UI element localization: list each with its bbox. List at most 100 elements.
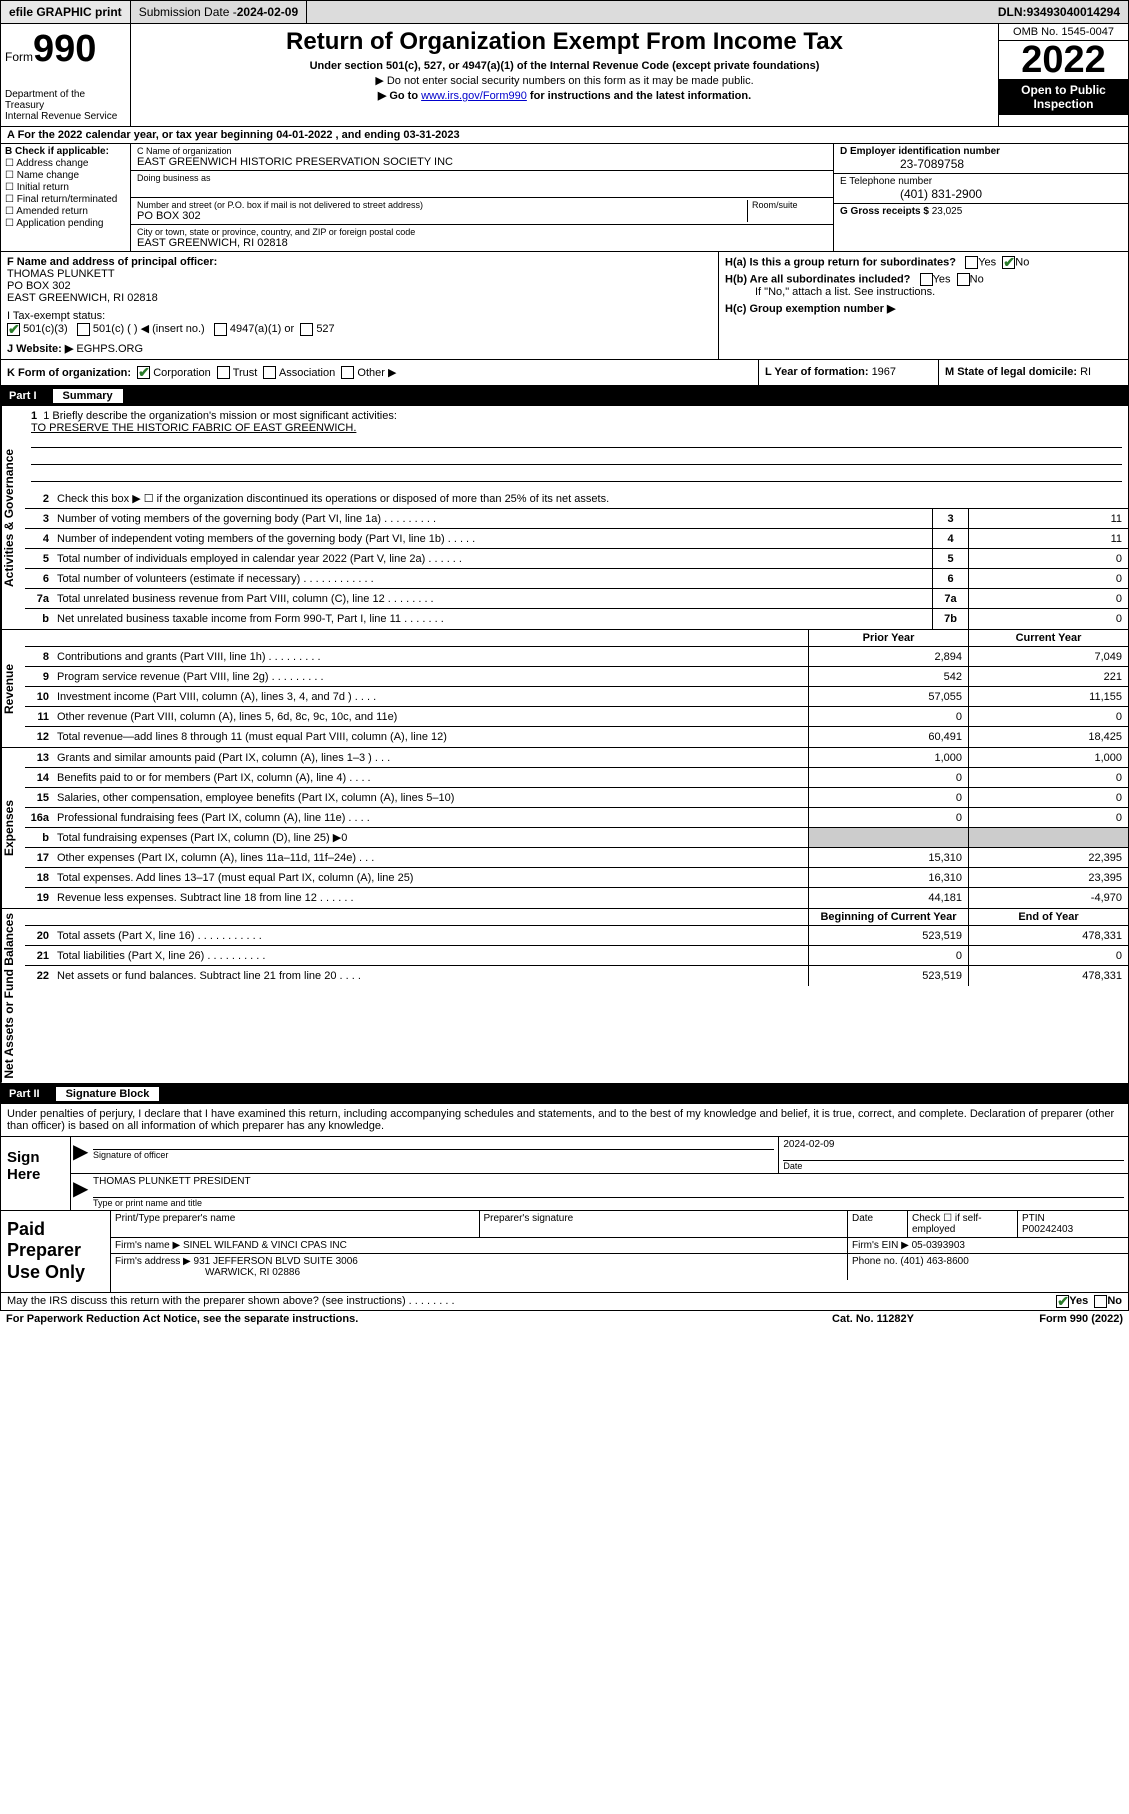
chk-final-return[interactable]: ☐ Final return/terminated: [5, 194, 126, 205]
form-title: Return of Organization Exempt From Incom…: [135, 28, 994, 56]
val-20c: 478,331: [968, 926, 1128, 945]
chk-assoc[interactable]: [263, 366, 276, 379]
row-20: Total assets (Part X, line 16) . . . . .…: [53, 928, 808, 944]
row-16b: Total fundraising expenses (Part IX, col…: [53, 829, 808, 846]
chk-501c[interactable]: [77, 323, 90, 336]
year-header: Prior Year Current Year: [25, 630, 1128, 647]
row-4: Number of independent voting members of …: [53, 531, 932, 547]
chk-trust[interactable]: [217, 366, 230, 379]
chk-ha-yes[interactable]: [965, 256, 978, 269]
chk-other[interactable]: [341, 366, 354, 379]
firm-addr1: 931 JEFFERSON BLVD SUITE 3006: [194, 1256, 358, 1267]
val-17p: 15,310: [808, 848, 968, 867]
city-label: City or town, state or province, country…: [137, 227, 827, 237]
sig-officer-label: Signature of officer: [93, 1149, 774, 1160]
dept-treasury: Department of the Treasury: [5, 89, 126, 111]
val-20p: 523,519: [808, 926, 968, 945]
org-name-label: C Name of organization: [137, 146, 827, 156]
row-8: Contributions and grants (Part VIII, lin…: [53, 649, 808, 665]
cat-no: Cat. No. 11282Y: [773, 1313, 973, 1325]
form-subtitle-1: Under section 501(c), 527, or 4947(a)(1)…: [135, 60, 994, 72]
form-footer: Form 990 (2022): [973, 1313, 1123, 1325]
val-18c: 23,395: [968, 868, 1128, 887]
row-15: Salaries, other compensation, employee b…: [53, 790, 808, 806]
irs-link[interactable]: www.irs.gov/Form990: [421, 90, 527, 102]
ein-value: 23-7089758: [840, 157, 1122, 171]
firm-addr2: WARWICK, RI 02886: [205, 1267, 300, 1278]
val-19p: 44,181: [808, 888, 968, 908]
website-label: J Website: ▶: [7, 343, 76, 355]
k-label: K Form of organization:: [7, 367, 131, 379]
val-7a: 0: [968, 589, 1128, 608]
side-governance: Activities & Governance: [1, 406, 25, 629]
prep-h2: Preparer's signature: [480, 1211, 849, 1237]
hc-label: H(c) Group exemption number ▶: [725, 303, 895, 315]
dba-label: Doing business as: [137, 173, 827, 183]
sign-arrow-icon: ▶: [71, 1137, 89, 1173]
val-21p: 0: [808, 946, 968, 965]
chk-corp[interactable]: [137, 366, 150, 379]
org-name: EAST GREENWICH HISTORIC PRESERVATION SOC…: [137, 156, 827, 168]
val-11c: 0: [968, 707, 1128, 726]
chk-discuss-no[interactable]: [1094, 1295, 1107, 1308]
col-b-header: B Check if applicable:: [5, 146, 109, 157]
chk-initial-return[interactable]: ☐ Initial return: [5, 182, 126, 193]
val-8p: 2,894: [808, 647, 968, 666]
side-net-assets: Net Assets or Fund Balances: [1, 909, 25, 1083]
val-21c: 0: [968, 946, 1128, 965]
m-value: RI: [1080, 366, 1091, 378]
chk-name-change[interactable]: ☐ Name change: [5, 170, 126, 181]
chk-527[interactable]: [300, 323, 313, 336]
hb-label: H(b) Are all subordinates included?: [725, 273, 910, 285]
row-11: Other revenue (Part VIII, column (A), li…: [53, 709, 808, 725]
chk-501c3[interactable]: [7, 323, 20, 336]
firm-label: Firm's name ▶: [115, 1240, 183, 1251]
val-15c: 0: [968, 788, 1128, 807]
row-13: Grants and similar amounts paid (Part IX…: [53, 750, 808, 766]
row-7a: Total unrelated business revenue from Pa…: [53, 591, 932, 607]
chk-amended-return[interactable]: ☐ Amended return: [5, 206, 126, 217]
form-subtitle-3: ▶ Go to www.irs.gov/Form990 for instruct…: [135, 89, 994, 102]
efile-print-button[interactable]: efile GRAPHIC print: [1, 1, 131, 23]
address-label: Number and street (or P.O. box if mail i…: [137, 200, 747, 210]
paid-preparer-label: Paid Preparer Use Only: [1, 1211, 111, 1292]
submission-date: Submission Date - 2024-02-09: [131, 1, 307, 23]
row-3: Number of voting members of the governin…: [53, 511, 932, 527]
part2-header: Part II Signature Block: [0, 1084, 1129, 1104]
form-number: Form990: [5, 28, 126, 71]
val-16ap: 0: [808, 808, 968, 827]
firm-ein-label: Firm's EIN ▶: [852, 1240, 912, 1251]
mission-answer: TO PRESERVE THE HISTORIC FABRIC OF EAST …: [31, 422, 1122, 434]
val-8c: 7,049: [968, 647, 1128, 666]
val-9c: 221: [968, 667, 1128, 686]
row-17: Other expenses (Part IX, column (A), lin…: [53, 850, 808, 866]
val-10p: 57,055: [808, 687, 968, 706]
val-18p: 16,310: [808, 868, 968, 887]
row-6: Total number of volunteers (estimate if …: [53, 571, 932, 587]
chk-application-pending[interactable]: ☐ Application pending: [5, 218, 126, 229]
row-10: Investment income (Part VIII, column (A)…: [53, 689, 808, 705]
l-label: L Year of formation:: [765, 366, 872, 378]
officer-name: THOMAS PLUNKETT: [7, 268, 712, 280]
m-label: M State of legal domicile:: [945, 366, 1080, 378]
val-22c: 478,331: [968, 966, 1128, 986]
pra-notice: For Paperwork Reduction Act Notice, see …: [6, 1313, 773, 1325]
val-10c: 11,155: [968, 687, 1128, 706]
val-22p: 523,519: [808, 966, 968, 986]
chk-address-change[interactable]: ☐ Address change: [5, 158, 126, 169]
chk-hb-yes[interactable]: [920, 273, 933, 286]
row-19: Revenue less expenses. Subtract line 18 …: [53, 890, 808, 906]
chk-hb-no[interactable]: [957, 273, 970, 286]
chk-4947[interactable]: [214, 323, 227, 336]
officer-label: F Name and address of principal officer:: [7, 256, 217, 268]
room-label: Room/suite: [752, 200, 827, 210]
chk-ha-no[interactable]: [1002, 256, 1015, 269]
sig-name-label: Type or print name and title: [93, 1197, 1124, 1208]
chk-discuss-yes[interactable]: [1056, 1295, 1069, 1308]
irs-label: Internal Revenue Service: [5, 111, 126, 122]
dln: DLN: 93493040014294: [990, 1, 1128, 23]
prep-h1: Print/Type preparer's name: [111, 1211, 480, 1237]
prep-ptin: P00242403: [1022, 1224, 1073, 1235]
firm-ein: 05-0393903: [912, 1240, 965, 1251]
val-17c: 22,395: [968, 848, 1128, 867]
